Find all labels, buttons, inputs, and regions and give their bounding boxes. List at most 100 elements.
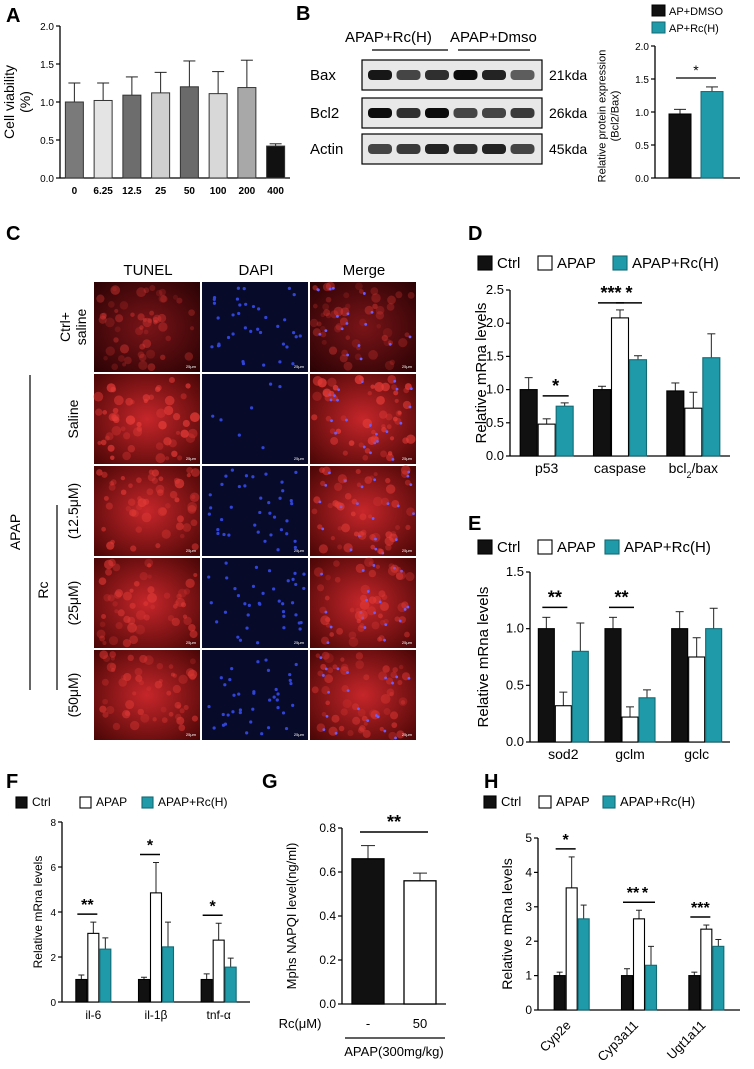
x-tick-label: tnf-α: [207, 1008, 231, 1022]
nucleus-dot: [244, 302, 248, 306]
x-tick-label: p53: [535, 460, 559, 476]
nucleus-dot: [231, 710, 235, 714]
tunel-signal: [378, 548, 384, 555]
tunel-signal: [121, 709, 131, 719]
x-tick-label: il-1β: [145, 1008, 168, 1022]
nucleus-dot: [251, 707, 255, 711]
tunel-signal: [368, 561, 374, 566]
y-tick-label: 0.2: [319, 953, 336, 967]
nucleus-dot: [212, 301, 217, 305]
tunel-signal: [345, 335, 351, 340]
tunel-signal: [183, 616, 192, 626]
tunel-signal: [114, 609, 119, 614]
nucleus-dot: [236, 286, 240, 290]
tunel-signal: [111, 667, 116, 673]
tunel-signal: [98, 577, 107, 586]
tunel-signal: [389, 436, 395, 441]
merge-nucleus-dot: [327, 690, 330, 694]
tunel-signal: [101, 526, 106, 532]
tunel-microscopy-grid: TUNEL DAPI Merge 25μm 25μm 25μm Ctrl+ saline…: [7, 262, 416, 741]
tunel-signal: [135, 610, 146, 621]
nucleus-dot: [281, 711, 286, 715]
merge-nucleus-dot: [400, 569, 403, 573]
nucleus-dot: [216, 316, 220, 320]
tunel-signal: [348, 631, 357, 640]
tunel-signal: [323, 309, 331, 317]
tunel-signal: [127, 654, 134, 662]
tunel-signal: [151, 477, 158, 484]
tunel-signal: [189, 673, 196, 681]
nucleus-dot: [249, 329, 253, 333]
legend-label: APAP+Rc(H): [158, 795, 227, 809]
tunel-signal: [381, 594, 388, 600]
tunel-signal: [113, 395, 124, 406]
tunel-signal: [110, 656, 116, 661]
tunel-signal: [155, 453, 166, 464]
bar: [93, 99, 113, 179]
tunel-signal: [333, 306, 344, 317]
blot-band: [453, 108, 478, 118]
y-axis-label: Relative mRna levels: [499, 858, 515, 990]
tunel-signal: [363, 721, 368, 726]
tunel-signal: [370, 287, 379, 296]
bar: [200, 978, 213, 1003]
y-tick-label: 1.5: [635, 75, 649, 86]
blot-size-label: 21kda: [549, 67, 587, 83]
nucleus-dot: [287, 286, 292, 290]
tunel-signal: [110, 386, 117, 393]
tunel-signal: [331, 394, 338, 402]
tunel-signal: [111, 425, 122, 436]
legend-swatch: [604, 539, 620, 555]
merge-nucleus-dot: [408, 405, 412, 409]
tunel-signal: [395, 525, 401, 530]
tunel-signal: [96, 294, 105, 303]
nucleus-dot: [238, 710, 242, 715]
tunel-signal: [324, 674, 334, 684]
tunel-signal: [127, 622, 137, 633]
tunel-signal: [152, 314, 162, 324]
significance-label: *: [147, 838, 154, 855]
tunel-signal: [152, 316, 159, 323]
tunel-signal: [143, 329, 149, 335]
tunel-signal: [327, 667, 334, 674]
micro-header-tunel: TUNEL: [123, 262, 172, 279]
tunel-signal: [154, 386, 161, 393]
micro-row-label: Ctrl+: [57, 312, 73, 342]
tunel-signal: [385, 544, 392, 551]
merge-nucleus-dot: [399, 421, 403, 425]
y-axis-label: Cell viability: [1, 65, 17, 139]
tunel-signal: [119, 344, 130, 354]
nucleus-dot: [264, 658, 268, 662]
blot-band: [396, 144, 421, 154]
merge-nucleus-dot: [372, 564, 376, 567]
x-tick-label: 6.25: [93, 186, 113, 197]
tunel-signal: [341, 523, 351, 533]
tunel-signal: [186, 473, 191, 478]
tunel-signal: [112, 563, 121, 572]
tunel-signal: [368, 569, 377, 578]
merge-nucleus-dot: [329, 625, 333, 629]
tunel-signal: [338, 725, 345, 732]
tunel-signal: [151, 469, 159, 477]
x-tick-label: caspase: [594, 460, 646, 476]
tunel-signal: [150, 604, 156, 610]
scale-bar-label: 25μm: [402, 364, 413, 369]
tunel-signal: [177, 455, 183, 461]
tunel-signal: [103, 655, 111, 663]
tunel-signal: [352, 716, 361, 725]
tunel-signal: [96, 469, 103, 476]
tunel-signal: [124, 710, 131, 717]
tunel-signal: [190, 519, 198, 527]
tunel-signal: [340, 657, 345, 662]
merge-nucleus-dot: [324, 329, 328, 333]
tunel-signal: [123, 432, 131, 440]
legend-label: Ctrl: [497, 539, 520, 556]
nucleus-dot: [231, 332, 235, 336]
tunel-signal: [106, 541, 115, 550]
nucleus-dot: [268, 382, 273, 386]
nucleus-dot: [302, 586, 306, 591]
nucleus-dot: [230, 667, 234, 671]
tunel-signal: [371, 532, 381, 543]
tunel-signal: [143, 601, 149, 607]
tunel-signal: [127, 445, 136, 453]
